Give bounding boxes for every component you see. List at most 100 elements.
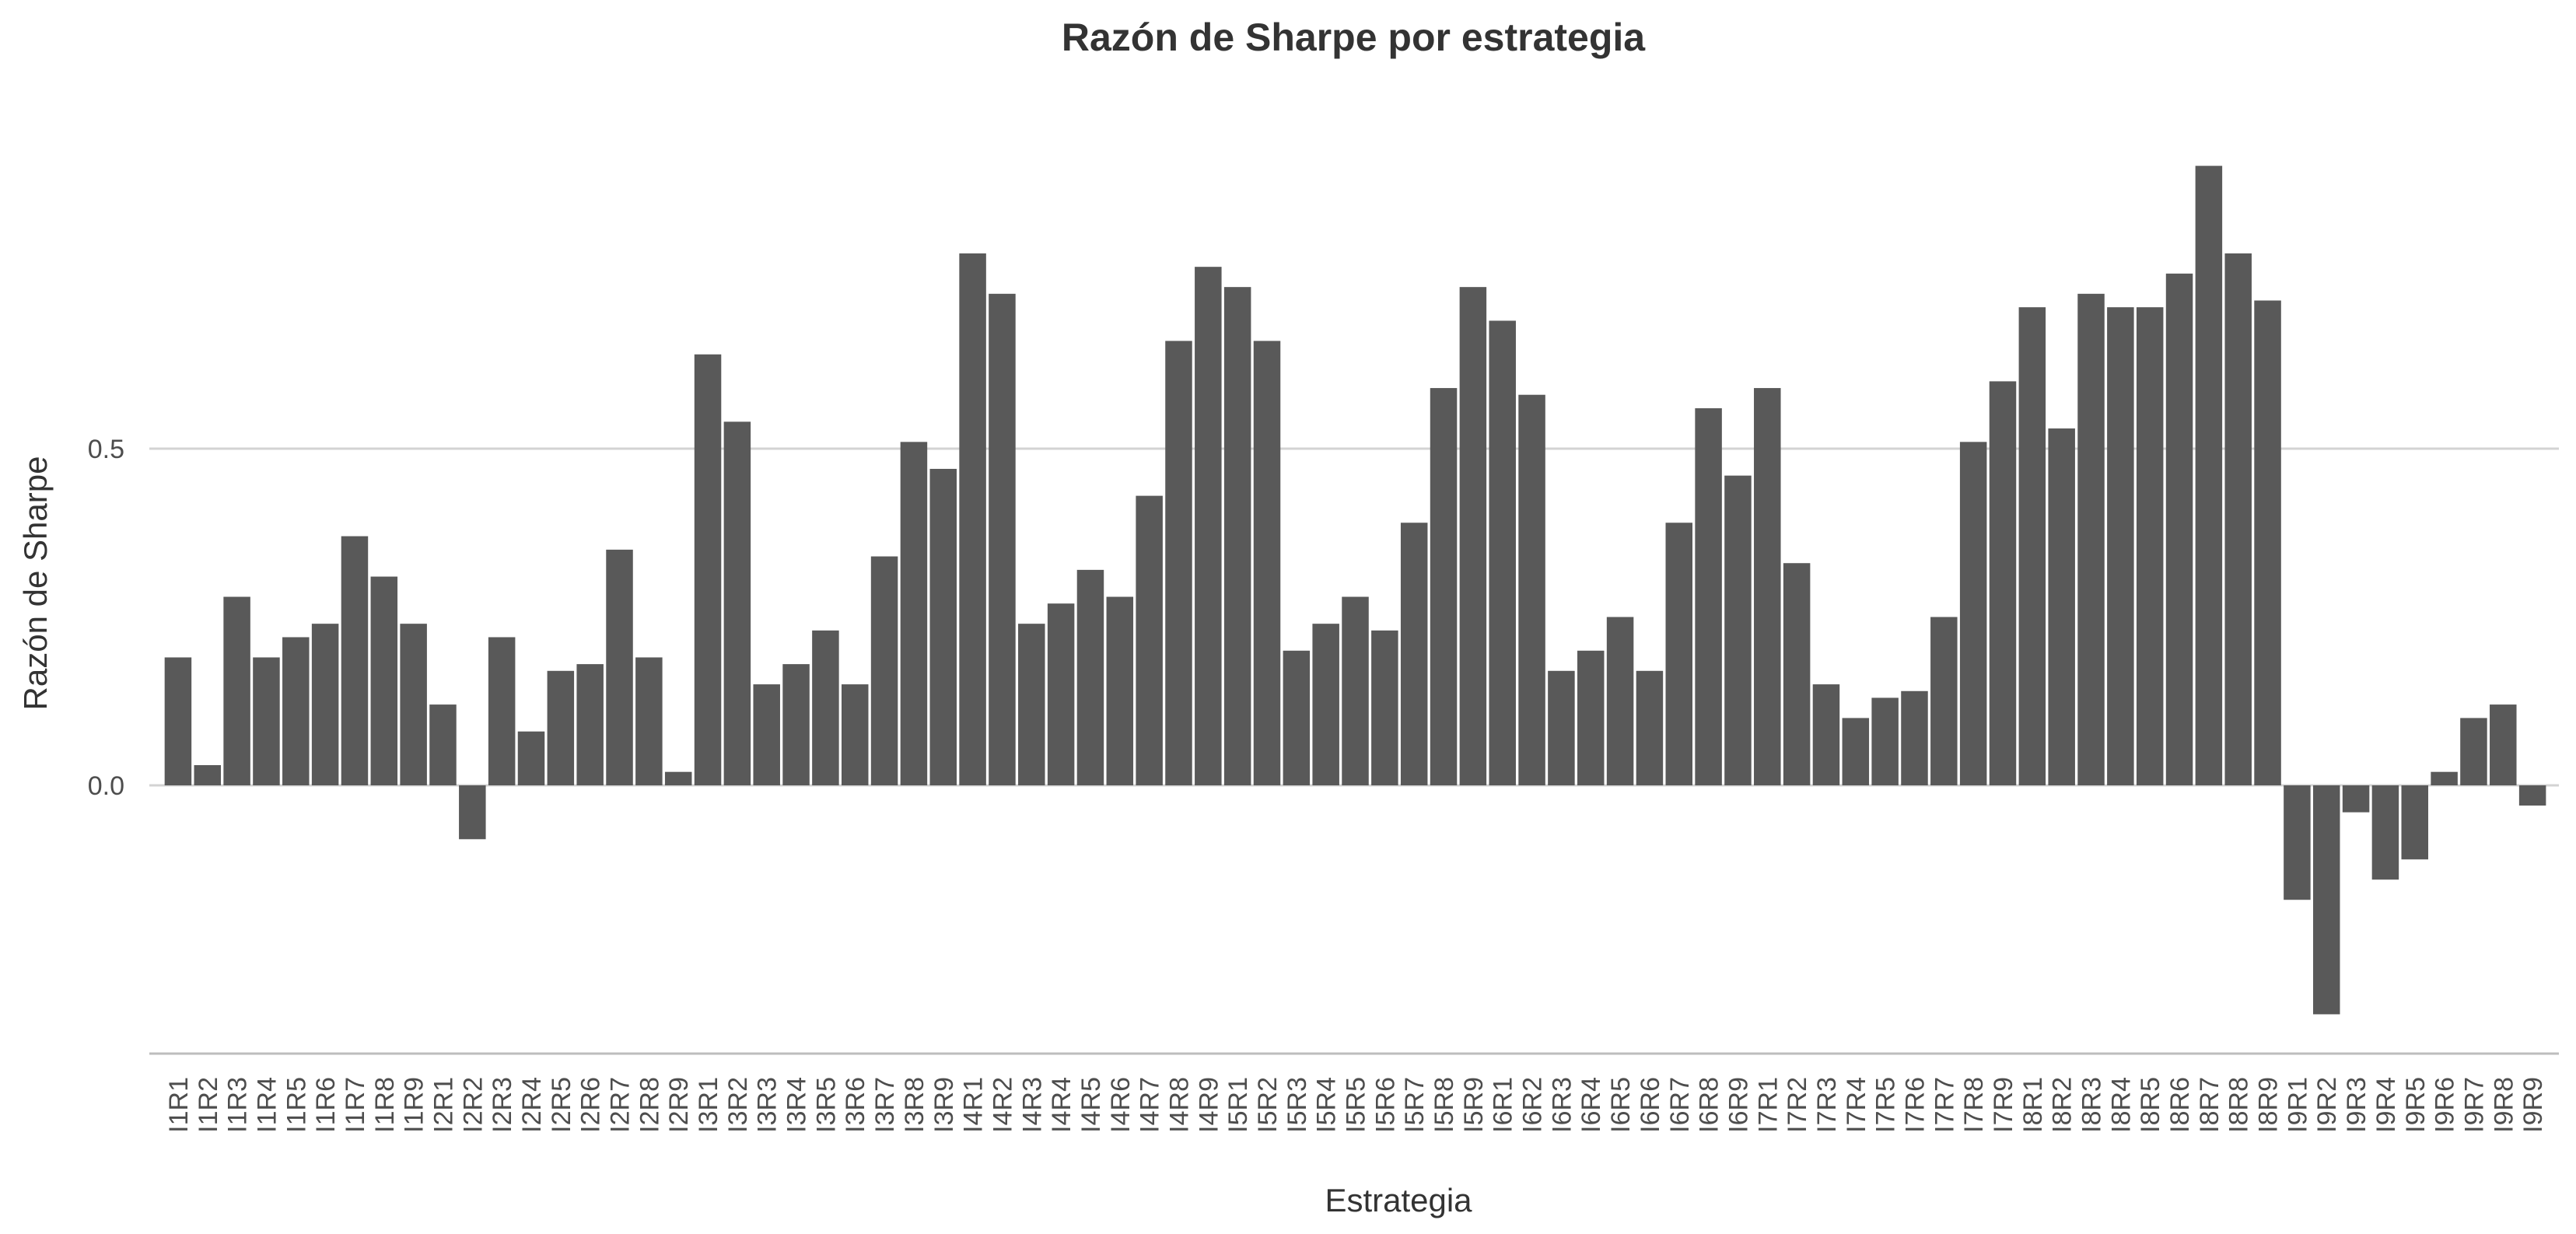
x-tick-label: I3R1 — [694, 1077, 723, 1133]
bar-i2r1 — [429, 704, 457, 785]
bar-i5r9 — [1459, 287, 1487, 785]
bar-i3r7 — [870, 556, 898, 785]
bar-i1r7 — [341, 536, 369, 785]
bar-i9r1 — [2284, 785, 2311, 900]
x-tick-label: I1R3 — [223, 1077, 253, 1133]
x-tick-label: I9R1 — [2283, 1077, 2312, 1133]
x-tick-label: I8R6 — [2165, 1077, 2195, 1133]
y-tick-label: 0.5 — [88, 435, 124, 464]
bar-i9r4 — [2371, 785, 2399, 880]
bar-i1r1 — [164, 657, 192, 785]
bar-i4r4 — [1047, 603, 1075, 785]
x-axis-title: Estrategia — [1325, 1182, 1472, 1218]
x-tick-label: I1R4 — [252, 1077, 282, 1133]
bar-i1r8 — [370, 576, 398, 785]
x-tick-label: I2R1 — [429, 1077, 458, 1133]
y-axis-title: Razón de Sharpe — [17, 456, 54, 711]
bar-i2r2 — [459, 785, 486, 840]
bar-i1r2 — [194, 765, 222, 785]
x-tick-label: I4R3 — [1017, 1077, 1047, 1133]
bar-i8r1 — [2018, 307, 2046, 785]
x-tick-label: I6R3 — [1547, 1077, 1577, 1133]
bar-i3r8 — [900, 442, 928, 785]
x-tick-label: I9R7 — [2459, 1077, 2489, 1133]
bar-i8r9 — [2254, 300, 2281, 786]
x-tick-label: I6R7 — [1665, 1077, 1695, 1133]
bar-i7r5 — [1871, 697, 1899, 785]
bar-i4r9 — [1195, 267, 1222, 785]
x-tick-label: I9R9 — [2518, 1077, 2548, 1133]
bar-i9r2 — [2312, 785, 2340, 1015]
bar-i1r6 — [311, 624, 339, 785]
x-tick-label: I3R8 — [900, 1077, 929, 1133]
bar-i9r3 — [2342, 785, 2370, 813]
x-tick-label: I9R3 — [2342, 1077, 2371, 1133]
y-tick-labels: 0.0 0.5 — [88, 435, 124, 801]
x-tick-label: I9R5 — [2401, 1077, 2431, 1133]
bar-i8r5 — [2136, 307, 2164, 785]
x-tick-label: I7R3 — [1812, 1077, 1842, 1133]
bar-i2r9 — [664, 771, 692, 785]
x-tick-label: I8R4 — [2106, 1077, 2136, 1133]
x-tick-labels: I1R1 I1R2 I1R3 I1R4 I1R5 I1R6 I1R7 I1R8 I1R9 I2R1… — [164, 1077, 2548, 1133]
x-tick-label: I2R9 — [664, 1077, 694, 1133]
bar-i6r6 — [1636, 670, 1664, 785]
bar-i2r4 — [517, 731, 545, 785]
bar-i2r7 — [606, 549, 633, 785]
x-tick-label: I5R7 — [1400, 1077, 1430, 1133]
bar-i3r4 — [782, 664, 810, 785]
y-tick-label: 0.0 — [88, 771, 124, 801]
x-tick-label: I8R7 — [2195, 1077, 2224, 1133]
x-tick-label: I4R1 — [959, 1077, 989, 1133]
bar-i3r5 — [812, 630, 839, 785]
bar-i6r1 — [1489, 320, 1516, 786]
bars — [164, 166, 2546, 1015]
x-tick-label: I7R8 — [1959, 1077, 1989, 1133]
x-tick-label: I6R5 — [1606, 1077, 1636, 1133]
x-tick-label: I8R1 — [2018, 1077, 2048, 1133]
x-tick-label: I3R5 — [811, 1077, 841, 1133]
x-tick-label: I4R2 — [988, 1077, 1017, 1133]
x-tick-label: I6R2 — [1518, 1077, 1548, 1133]
x-tick-label: I1R7 — [341, 1077, 370, 1133]
bar-i6r2 — [1518, 394, 1545, 785]
bar-i8r7 — [2195, 166, 2223, 785]
bar-i5r7 — [1400, 523, 1428, 785]
bar-i9r7 — [2460, 718, 2487, 785]
bar-i7r8 — [1959, 442, 1987, 785]
bar-i1r9 — [400, 624, 427, 785]
bar-i2r6 — [576, 664, 604, 785]
x-tick-label: I7R5 — [1871, 1077, 1901, 1133]
x-tick-label: I2R3 — [488, 1077, 517, 1133]
bar-i7r6 — [1901, 690, 1928, 785]
bar-i8r3 — [2077, 293, 2105, 785]
bar-i5r2 — [1253, 341, 1281, 785]
x-tick-label: I3R2 — [723, 1077, 753, 1133]
bar-i2r5 — [547, 670, 575, 785]
bar-i7r4 — [1842, 718, 1870, 785]
x-tick-label: I6R8 — [1695, 1077, 1724, 1133]
x-tick-label: I9R6 — [2431, 1077, 2460, 1133]
x-tick-label: I8R3 — [2077, 1077, 2107, 1133]
x-tick-label: I5R6 — [1370, 1077, 1400, 1133]
bar-i3r6 — [841, 684, 869, 785]
x-tick-label: I4R8 — [1164, 1077, 1194, 1133]
bar-i6r5 — [1606, 617, 1634, 785]
bar-i8r4 — [2107, 307, 2134, 785]
x-tick-label: I1R5 — [282, 1077, 311, 1133]
bar-i7r1 — [1754, 388, 1781, 785]
x-tick-label: I5R2 — [1253, 1077, 1283, 1133]
x-tick-label: I5R5 — [1342, 1077, 1371, 1133]
x-tick-label: I7R9 — [1989, 1077, 2018, 1133]
x-tick-label: I1R9 — [400, 1077, 429, 1133]
bar-i9r6 — [2431, 771, 2458, 785]
bar-i3r1 — [694, 354, 722, 785]
bar-i2r8 — [635, 657, 663, 785]
bar-i1r3 — [223, 596, 250, 785]
x-tick-label: I3R3 — [753, 1077, 782, 1133]
x-tick-label: I6R4 — [1577, 1077, 1606, 1133]
x-tick-label: I7R6 — [1900, 1077, 1930, 1133]
bar-i6r9 — [1724, 475, 1752, 785]
bar-i9r9 — [2518, 785, 2546, 806]
